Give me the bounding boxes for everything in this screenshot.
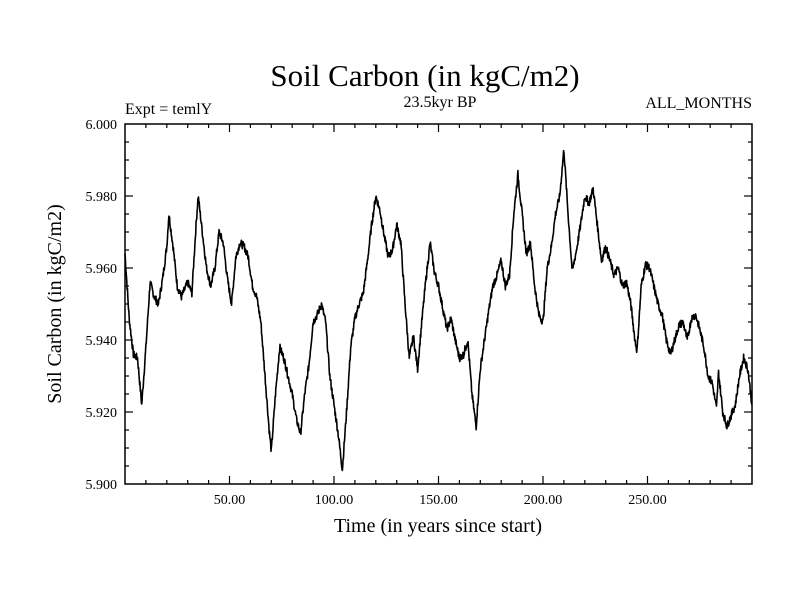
y-tick-label: 6.000 <box>86 118 118 133</box>
y-tick-label: 5.900 <box>86 478 118 493</box>
x-tick-label: 200.00 <box>524 493 563 508</box>
x-tick-label: 50.00 <box>214 493 246 508</box>
x-tick-label: 150.00 <box>419 493 458 508</box>
period-label: 23.5kyr BP <box>404 94 477 111</box>
y-tick-label: 5.940 <box>86 334 118 349</box>
x-tick-label: 250.00 <box>628 493 667 508</box>
months-label: ALL_MONTHS <box>645 95 752 112</box>
x-tick-label: 100.00 <box>315 493 354 508</box>
series-line <box>124 149 753 472</box>
y-axis-label: Soil Carbon (in kgC/m2) <box>44 204 66 403</box>
chart-title: Soil Carbon (in kgC/m2) <box>270 58 579 93</box>
x-axis-label: Time (in years since start) <box>334 515 542 537</box>
y-tick-label: 5.960 <box>86 262 118 277</box>
tick-label-group: 50.00 100.00 150.00 200.00 250.00 5.900 5.920 5… <box>86 118 667 508</box>
y-tick-label: 5.980 <box>86 190 118 205</box>
y-tick-label: 5.920 <box>86 406 118 421</box>
experiment-label: Expt = temlY <box>125 101 213 118</box>
plot-frame <box>124 123 753 485</box>
